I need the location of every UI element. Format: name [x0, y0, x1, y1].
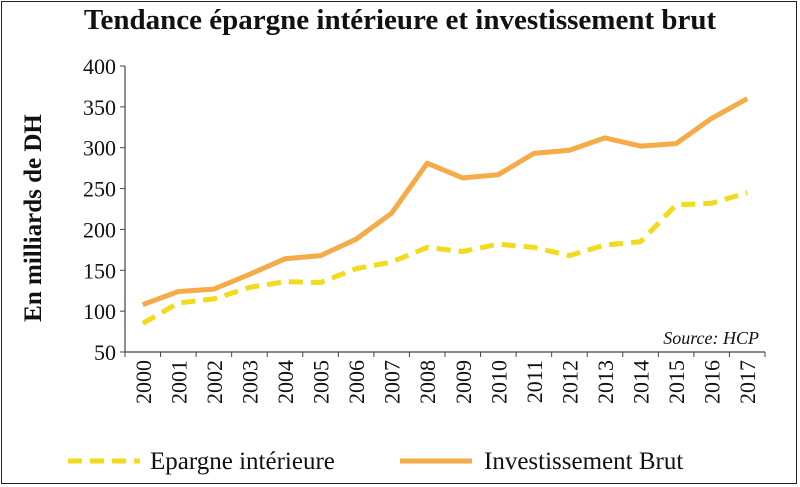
x-tick-label: 2005: [309, 360, 334, 404]
x-tick-label: 2013: [593, 360, 618, 404]
y-tick-label: 200: [83, 217, 116, 242]
y-tick-label: 300: [83, 136, 116, 161]
y-tick-label: 250: [83, 177, 116, 202]
x-tick-label: 2007: [380, 360, 405, 404]
x-tick-labels: 2000 2001 2002 2003 2004 2005 2006 2007 2008 2009…: [131, 360, 760, 404]
legend-label: Epargne intérieure: [150, 448, 335, 475]
y-tick-label: 100: [83, 299, 116, 324]
y-tick-label: 50: [94, 340, 116, 365]
y-axis-label: En milliards de DH: [20, 114, 47, 322]
legend: Epargne intérieure Investissement Brut: [68, 448, 683, 475]
x-tick-label: 2017: [735, 360, 760, 404]
legend-label: Investissement Brut: [484, 448, 683, 475]
series-line-epargne-interieure: [141, 190, 748, 326]
y-tick-label: 350: [83, 95, 116, 120]
x-tick-label: 2010: [486, 360, 511, 404]
x-tick-label: 2004: [273, 360, 298, 404]
y-tick-labels: 50 100 150 200 250 300 350 400: [83, 54, 116, 365]
x-tick-label: 2015: [664, 360, 689, 404]
x-tick-label: 2000: [131, 360, 156, 404]
x-tick-label: 2014: [629, 360, 654, 404]
series-lines: [141, 96, 749, 326]
y-tick-label: 400: [83, 54, 116, 79]
x-tick-label: 2001: [166, 360, 191, 404]
series-line-investissement-brut: [141, 96, 749, 307]
x-tick-label: 2002: [202, 360, 227, 404]
chart-title: Tendance épargne intérieure et investiss…: [83, 4, 717, 36]
source-note: Source: HCP: [663, 328, 759, 348]
y-tick-label: 150: [83, 258, 116, 283]
x-tick-label: 2003: [237, 360, 262, 404]
axes: [120, 65, 766, 357]
x-tick-label: 2011: [522, 360, 547, 403]
x-tick-label: 2009: [451, 360, 476, 404]
x-tick-label: 2008: [415, 360, 440, 404]
x-tick-label: 2012: [557, 360, 582, 404]
x-tick-label: 2006: [344, 360, 369, 404]
x-tick-label: 2016: [700, 360, 725, 404]
